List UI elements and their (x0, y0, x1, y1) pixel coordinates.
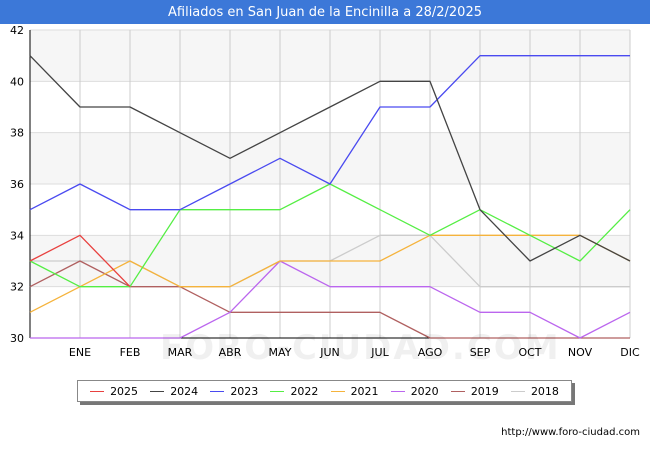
legend-item-2019: 2019 (450, 384, 499, 398)
footer-url[interactable]: http://www.foro-ciudad.com (501, 427, 640, 438)
y-tick-label: 36 (10, 178, 24, 191)
legend-item-2020: 2020 (390, 384, 439, 398)
series-line-2020 (30, 260, 631, 339)
y-axis-tick-labels: 30 32 34 36 38 40 42 (10, 24, 24, 345)
legend-label: 2018 (530, 384, 559, 398)
series-line-2025 (29, 234, 131, 288)
legend-item-2024: 2024 (150, 385, 198, 398)
x-tick-label: ENE (69, 346, 91, 359)
y-tick-label: 34 (10, 229, 24, 242)
series-line-2023 (29, 55, 630, 211)
x-tick-label: AGO (418, 346, 443, 359)
legend-swatch (270, 390, 285, 392)
x-tick-label: MAR (168, 346, 193, 359)
x-tick-label: OCT (518, 346, 541, 359)
legend-swatch (510, 390, 525, 392)
legend-swatch (210, 390, 225, 392)
x-tick-label: SEP (470, 346, 491, 359)
legend: 2025 2024 2023 2022 2021 2020 2019 2018 (77, 380, 572, 402)
series-line-2024 (29, 55, 631, 262)
y-tick-label: 40 (10, 75, 24, 88)
x-tick-label: JUL (370, 346, 389, 359)
legend-swatch (450, 390, 465, 392)
legend-item-2025: 2025 (90, 385, 138, 398)
y-tick-label: 30 (10, 332, 24, 345)
legend-swatch (150, 390, 165, 392)
x-tick-label: FEB (120, 346, 141, 359)
x-axis-tick-labels: ENE FEB MAR ABR MAY JUN JUL AGO SEP OCT NOV DIC (69, 346, 640, 359)
legend-item-2023: 2023 (210, 385, 258, 398)
legend-label: 2021 (350, 384, 379, 398)
legend-label: 2025 (110, 384, 139, 398)
x-tick-label: ABR (219, 346, 242, 359)
legend-label: 2022 (290, 384, 319, 398)
y-tick-label: 42 (10, 24, 24, 37)
legend-swatch (90, 390, 105, 392)
x-tick-label: JUN (319, 346, 340, 359)
legend-label: 2019 (470, 384, 499, 398)
legend-item-2018: 2018 (510, 384, 559, 398)
y-tick-label: 32 (10, 281, 24, 294)
legend-label: 2020 (410, 384, 439, 398)
series-lines (29, 55, 631, 339)
legend-swatch (330, 390, 345, 392)
x-tick-label: MAY (269, 346, 292, 359)
legend-swatch (390, 390, 405, 392)
legend-label: 2023 (230, 384, 259, 398)
x-tick-label: DIC (620, 346, 640, 359)
legend-label: 2024 (170, 384, 199, 398)
legend-item-2022: 2022 (270, 385, 318, 398)
x-tick-label: NOV (568, 346, 593, 359)
legend-item-2021: 2021 (330, 384, 379, 398)
y-tick-label: 38 (10, 127, 24, 140)
chart-title: Afiliados en San Juan de la Encinilla a … (0, 0, 650, 24)
